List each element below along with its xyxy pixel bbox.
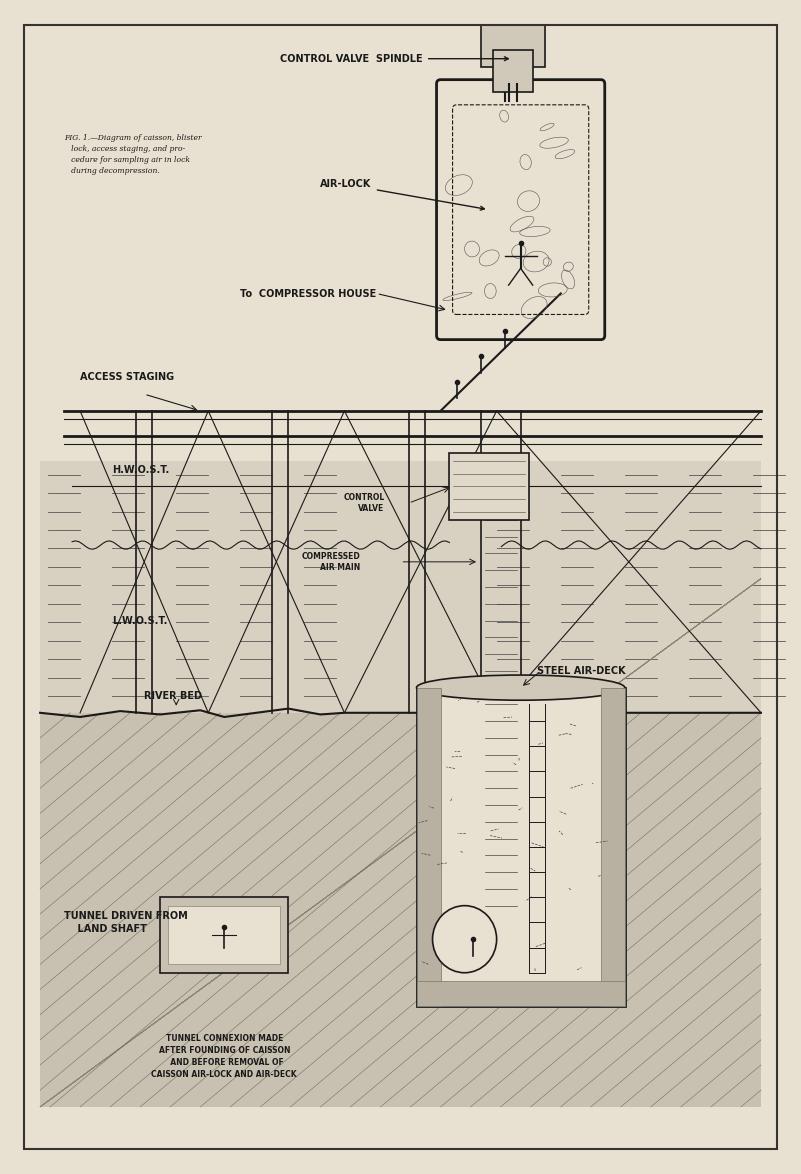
Bar — [40, 461, 761, 713]
Text: COMPRESSED
AIR MAIN: COMPRESSED AIR MAIN — [302, 552, 360, 572]
Text: H.W.O.S.T.: H.W.O.S.T. — [112, 465, 169, 474]
Bar — [493, 50, 533, 93]
Circle shape — [433, 905, 497, 973]
Bar — [417, 981, 625, 1006]
Text: L.W.O.S.T.: L.W.O.S.T. — [112, 615, 167, 626]
Bar — [417, 688, 441, 1006]
Bar — [481, 25, 545, 67]
Bar — [601, 688, 625, 1006]
Bar — [160, 897, 288, 973]
Bar — [168, 905, 280, 964]
Text: TUNNEL DRIVEN FROM
    LAND SHAFT: TUNNEL DRIVEN FROM LAND SHAFT — [64, 911, 187, 935]
Text: To  COMPRESSOR HOUSE: To COMPRESSOR HOUSE — [240, 289, 376, 298]
Text: STEEL AIR-DECK: STEEL AIR-DECK — [537, 666, 626, 676]
Text: CONTROL
VALVE: CONTROL VALVE — [344, 493, 384, 513]
Bar — [417, 688, 625, 1006]
FancyBboxPatch shape — [437, 80, 605, 339]
Text: TUNNEL CONNEXION MADE
AFTER FOUNDING OF CAISSON
  AND BEFORE REMOVAL OF
CAISSON : TUNNEL CONNEXION MADE AFTER FOUNDING OF … — [151, 1034, 297, 1079]
Bar — [40, 168, 761, 461]
Text: ACCESS STAGING: ACCESS STAGING — [80, 372, 175, 383]
Text: CONTROL VALVE  SPINDLE: CONTROL VALVE SPINDLE — [280, 54, 509, 63]
Text: AIR-LOCK: AIR-LOCK — [320, 180, 485, 210]
Ellipse shape — [417, 675, 625, 700]
Bar — [40, 713, 761, 1107]
Text: RIVER BED: RIVER BED — [144, 691, 202, 701]
Bar — [449, 453, 529, 520]
Text: FIG. 1.—Diagram of caisson, blister
   lock, access staging, and pro-
   cedure : FIG. 1.—Diagram of caisson, blister lock… — [64, 134, 202, 175]
